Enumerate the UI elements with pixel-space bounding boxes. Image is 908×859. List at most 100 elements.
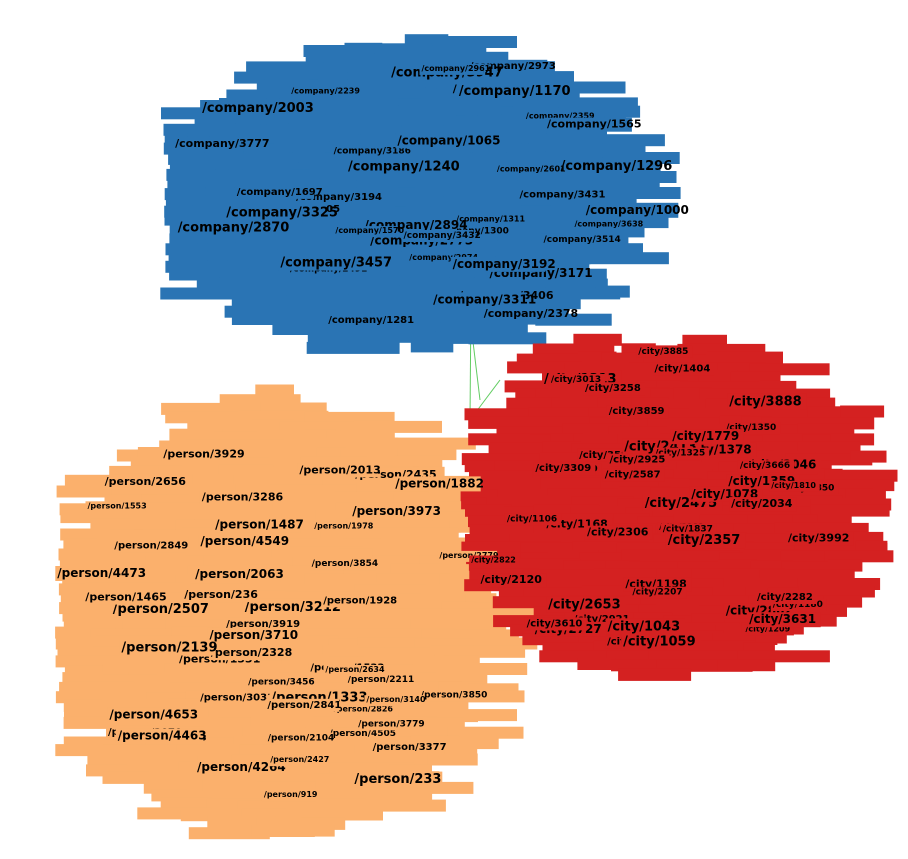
city-node-label[interactable]: /city/1325 — [655, 449, 705, 459]
person-node-label[interactable]: /person/3286 — [202, 490, 284, 503]
person-node-label[interactable]: /person/3456 — [248, 678, 315, 688]
company-node-label[interactable]: /company/3432 — [404, 231, 481, 241]
company-node-label[interactable]: /company/3194 — [296, 192, 382, 203]
company-node-label[interactable]: /company/1296 — [561, 159, 673, 174]
company-node-label[interactable]: /company/3457 — [280, 256, 392, 271]
city-node-label[interactable]: /city/2822 — [471, 556, 516, 565]
person-node-label[interactable]: /person/4505 — [330, 729, 397, 739]
company-node-label[interactable]: /company/2601 — [497, 165, 566, 174]
city-node-label[interactable]: /city/2207 — [632, 588, 682, 598]
city-node-label[interactable]: /city/3992 — [788, 532, 849, 545]
company-node-label[interactable]: /company/2003 — [202, 101, 314, 116]
person-node-label[interactable]: /person/919 — [264, 790, 318, 799]
person-node-label[interactable]: /person/1553 — [88, 501, 147, 510]
person-node-label[interactable]: /person/2427 — [270, 755, 329, 764]
person-node-label[interactable]: /person/1465 — [85, 591, 166, 604]
company-node-label[interactable]: /company/3514 — [544, 235, 621, 245]
company-node-label[interactable]: /company/2973 — [470, 61, 556, 72]
company-node-label[interactable]: /company/2870 — [178, 220, 290, 235]
city-node-label[interactable]: /city/3888 — [729, 394, 802, 409]
person-node-label[interactable]: /person/3031 — [200, 693, 274, 704]
person-node-label[interactable]: /person/2656 — [105, 475, 187, 488]
city-node-label[interactable]: /city/2921 — [574, 614, 630, 625]
person-node-label[interactable]: /person/2826 — [334, 704, 394, 713]
person-node-label[interactable]: /person/4264 — [197, 760, 286, 774]
city-node-label[interactable]: /city/3631 — [749, 612, 816, 626]
company-node-label[interactable]: /company/3186 — [334, 147, 411, 157]
person-node-label[interactable]: /person/3854 — [312, 559, 379, 569]
company-node-label[interactable]: /company/3325 — [226, 206, 338, 221]
person-node-label[interactable]: /person/1978 — [314, 521, 374, 530]
city-node-label[interactable]: /city/1810 — [771, 481, 816, 490]
city-node-label[interactable]: /city/2357 — [668, 533, 741, 548]
person-node-label[interactable]: /person/2328 — [211, 646, 292, 659]
person-node-label[interactable]: /person/2013 — [299, 463, 380, 476]
company-node-label[interactable]: /company/1565 — [547, 118, 642, 131]
person-node-label[interactable]: /person/3850 — [421, 691, 488, 701]
city-node-label[interactable]: /city/2120 — [481, 573, 543, 586]
company-node-label[interactable]: /company/3777 — [175, 137, 270, 150]
city-node-label[interactable]: /city/1209 — [746, 624, 791, 633]
company-node-label[interactable]: /company/2974 — [409, 253, 478, 262]
city-node-label[interactable]: /city/1404 — [655, 364, 711, 375]
person-node-label[interactable]: /person/3929 — [163, 448, 244, 461]
city-node-label[interactable]: /city/1043 — [608, 619, 681, 634]
company-node-label[interactable]: /company/2961 — [422, 64, 491, 73]
city-node-label[interactable]: /city/3666 — [740, 461, 790, 471]
city-node-label[interactable]: /city/2306 — [587, 526, 649, 539]
city-node-label[interactable]: /city/2282 — [757, 592, 813, 603]
company-node-label[interactable]: /company/1170 — [459, 84, 571, 99]
city-node-label[interactable]: /city/2587 — [605, 470, 661, 481]
person-node-label[interactable]: /person/236 — [184, 588, 258, 601]
company-node-label[interactable]: /company/3192 — [453, 257, 556, 271]
city-node-label[interactable]: /city/1350 — [726, 423, 776, 433]
company-node-label[interactable]: /company/1697 — [237, 187, 323, 198]
city-node-label[interactable]: /city/3859 — [609, 406, 665, 417]
person-node-label[interactable]: /person/2634 — [325, 665, 385, 674]
person-node-label[interactable]: /person/2849 — [114, 541, 188, 552]
company-node-label[interactable]: /company/3638 — [575, 220, 644, 229]
company-node-label[interactable]: /company/2359 — [526, 111, 595, 120]
person-node-label[interactable]: /person/2104 — [268, 734, 335, 744]
company-node-label[interactable]: /company/1240 — [348, 160, 460, 175]
company-node-label[interactable]: /company/1570 — [335, 226, 404, 235]
person-node-label[interactable]: /person/2779 — [439, 551, 499, 560]
city-node-label[interactable]: /city/3013 — [551, 375, 601, 385]
person-node-label[interactable]: /person/2507 — [113, 602, 209, 617]
person-node-label[interactable]: /person/2211 — [348, 675, 415, 685]
company-node-label[interactable]: /company/2378 — [484, 307, 579, 320]
person-node-label[interactable]: /person/233 — [354, 772, 441, 787]
person-node-label[interactable]: /person/1928 — [323, 595, 397, 606]
person-node-label[interactable]: /person/2139 — [121, 641, 217, 656]
person-node-label[interactable]: /person/3140 — [366, 695, 426, 704]
city-node-label[interactable]: /city/1059 — [623, 635, 696, 650]
city-node-label[interactable]: /city/2925 — [610, 455, 666, 466]
city-node-label[interactable]: /city/3610 — [527, 618, 583, 629]
company-node-label[interactable]: /company/1000 — [586, 203, 689, 217]
city-node-label[interactable]: /city/2034 — [731, 497, 793, 510]
person-node-label[interactable]: /person/3779 — [358, 719, 425, 729]
person-node-label[interactable]: /person/3710 — [209, 628, 298, 642]
person-node-label[interactable]: /person/4463 — [118, 728, 207, 742]
city-node-label[interactable]: /city/1779 — [672, 429, 739, 443]
person-node-label[interactable]: /person/4653 — [109, 707, 198, 721]
person-node-label[interactable]: /person/1487 — [215, 518, 304, 532]
city-node-label[interactable]: /city/3583 — [579, 450, 635, 461]
city-node-label[interactable]: /city/3885 — [638, 347, 688, 357]
company-node-label[interactable]: /company/2239 — [291, 86, 360, 95]
city-node-label[interactable]: /city/1106 — [507, 514, 557, 524]
person-node-label[interactable]: /person/4549 — [200, 534, 289, 548]
person-node-label[interactable]: /person/4473 — [57, 566, 146, 580]
person-node-label[interactable]: /person/3212 — [245, 600, 341, 615]
person-node-label[interactable]: /person/2063 — [195, 567, 284, 581]
city-node-label[interactable]: /city/1180 — [773, 600, 823, 610]
company-node-label[interactable]: /company/1311 — [456, 215, 525, 224]
city-node-label[interactable]: /city/3309 — [535, 463, 591, 474]
city-node-label[interactable]: /city/2653 — [548, 598, 621, 613]
company-node-label[interactable]: /company/3311 — [433, 292, 536, 306]
person-node-label[interactable]: /person/3973 — [352, 504, 441, 518]
city-node-label[interactable]: /city/1837 — [663, 525, 713, 535]
company-node-label[interactable]: /company/1065 — [397, 133, 500, 147]
company-node-label[interactable]: /company/3431 — [520, 190, 606, 201]
person-node-label[interactable]: /person/1882 — [395, 476, 484, 490]
